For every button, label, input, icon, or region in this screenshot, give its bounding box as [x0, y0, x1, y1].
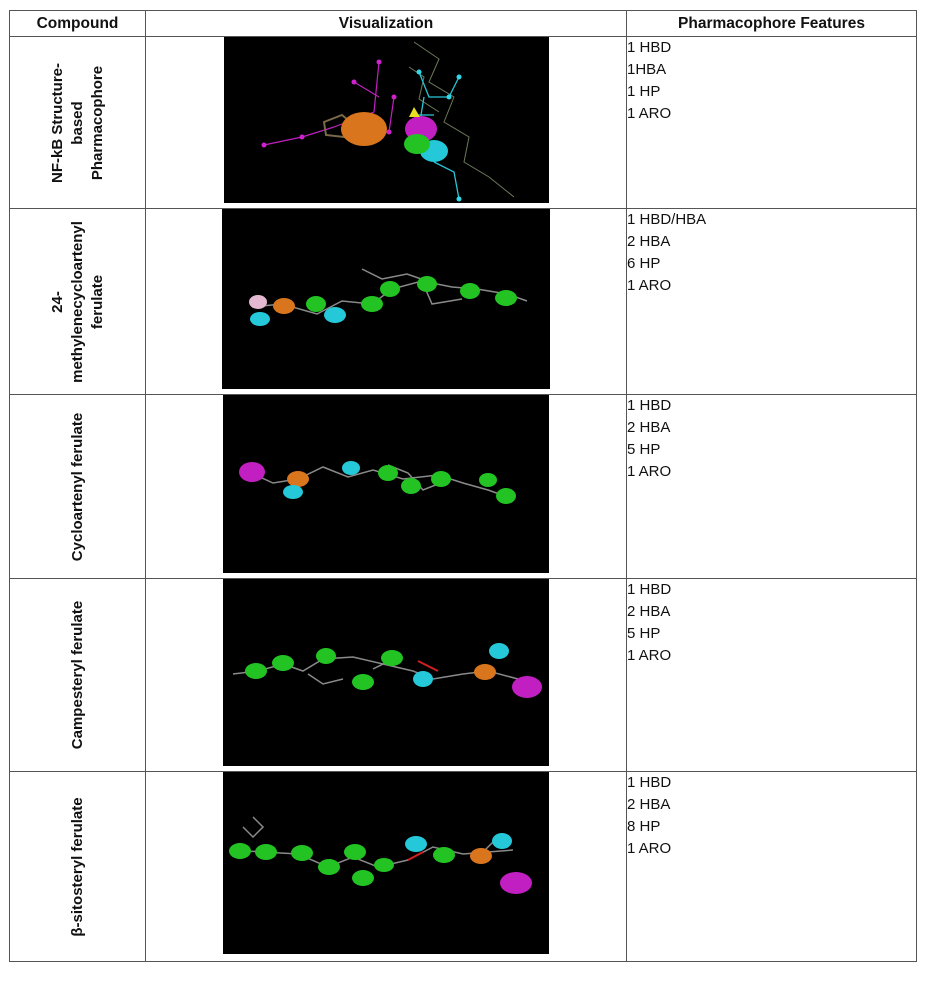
table-row: β-sitosteryl ferulate [9, 771, 917, 962]
visualization-cell [145, 36, 627, 209]
pharmacophore-model-image [223, 772, 549, 954]
donor-sphere [239, 462, 265, 482]
table-row: 24-methylenecycloartenyl ferulate [9, 208, 917, 395]
compound-name: 24-methylenecycloartenyl ferulate [48, 220, 106, 383]
pharmacophore-model-image [223, 579, 549, 766]
feature-item: 1 HBD/HBA [627, 211, 707, 228]
donor-sphere [500, 872, 532, 894]
visualization-cell [145, 578, 627, 772]
pharmacophore-table: Compound Visualization Pharmacophore Fea… [9, 10, 917, 962]
compound-cell: NF-kB Structure-based Pharmacophore [9, 36, 146, 209]
table-row: Campesteryl ferulate [9, 578, 917, 772]
compound-cell: Campesteryl ferulate [9, 578, 146, 772]
compound-cell: 24-methylenecycloartenyl ferulate [9, 208, 146, 395]
pharmacophore-model-image [222, 209, 550, 389]
feature-item: 1 HBD [627, 581, 672, 598]
aromatic-sphere [340, 112, 387, 146]
feature-item: 2 HBA [627, 233, 671, 250]
feature-item: 2 HBA [627, 796, 671, 813]
header-features: Pharmacophore Features [626, 10, 917, 37]
features-cell: 1 HBD/HBA 2 HBA 6 HP 1 ARO [626, 208, 917, 395]
pharmacophore-model-svg [232, 643, 542, 698]
features-cell: 1 HBD 2 HBA 8 HP 1 ARO [626, 771, 917, 962]
pharmacophore-model-image [223, 37, 549, 203]
feature-item: 1 HBD [627, 774, 672, 791]
feature-item: 6 HP [627, 255, 661, 272]
compound-name: Cycloartenyl ferulate [68, 412, 86, 561]
feature-item: 1 HP [627, 83, 661, 100]
feature-item: 5 HP [627, 625, 661, 642]
feature-item: 1 HBD [627, 39, 672, 56]
feature-item: 1 ARO [627, 840, 672, 857]
compound-name: NF-kB Structure-based Pharmacophore [48, 62, 106, 183]
pharmacophore-model-image [223, 395, 549, 573]
table-row: NF-kB Structure-based Pharmacophore [9, 36, 917, 209]
pharmacophore-model-svg [249, 268, 528, 326]
donor-sphere [512, 676, 542, 698]
pharmacophore-model-svg [261, 41, 514, 202]
feature-item: 1 ARO [627, 277, 672, 294]
header-visualization: Visualization [145, 10, 627, 37]
feature-item: 8 HP [627, 818, 661, 835]
compound-name: Campesteryl ferulate [68, 600, 86, 750]
feature-item: 2 HBA [627, 419, 671, 436]
feature-item: 1 ARO [627, 647, 672, 664]
compound-cell: β-sitosteryl ferulate [9, 771, 146, 962]
features-cell: 1 HBD 2 HBA 5 HP 1 ARO [626, 394, 917, 579]
donor-acceptor-sphere [249, 295, 267, 309]
table-row: Cycloartenyl ferulate [9, 394, 917, 579]
header-compound: Compound [9, 10, 146, 37]
visualization-cell [145, 208, 627, 395]
feature-item: 1HBA [627, 61, 667, 78]
feature-item: 2 HBA [627, 603, 671, 620]
feature-item: 5 HP [627, 441, 661, 458]
feature-item: 1 HBD [627, 397, 672, 414]
hydrophobic-sphere [403, 134, 430, 154]
visualization-cell [145, 771, 627, 962]
feature-item: 1 ARO [627, 105, 672, 122]
compound-cell: Cycloartenyl ferulate [9, 394, 146, 579]
feature-item: 1 ARO [627, 463, 672, 480]
visualization-cell [145, 394, 627, 579]
pharmacophore-model-svg [239, 461, 516, 504]
features-cell: 1 HBD 1HBA 1 HP 1 ARO [626, 36, 917, 209]
pharmacophore-model-svg [229, 816, 532, 894]
header-row: Compound Visualization Pharmacophore Fea… [9, 10, 917, 37]
features-cell: 1 HBD 2 HBA 5 HP 1 ARO [626, 578, 917, 772]
compound-name: β-sitosteryl ferulate [68, 796, 86, 937]
